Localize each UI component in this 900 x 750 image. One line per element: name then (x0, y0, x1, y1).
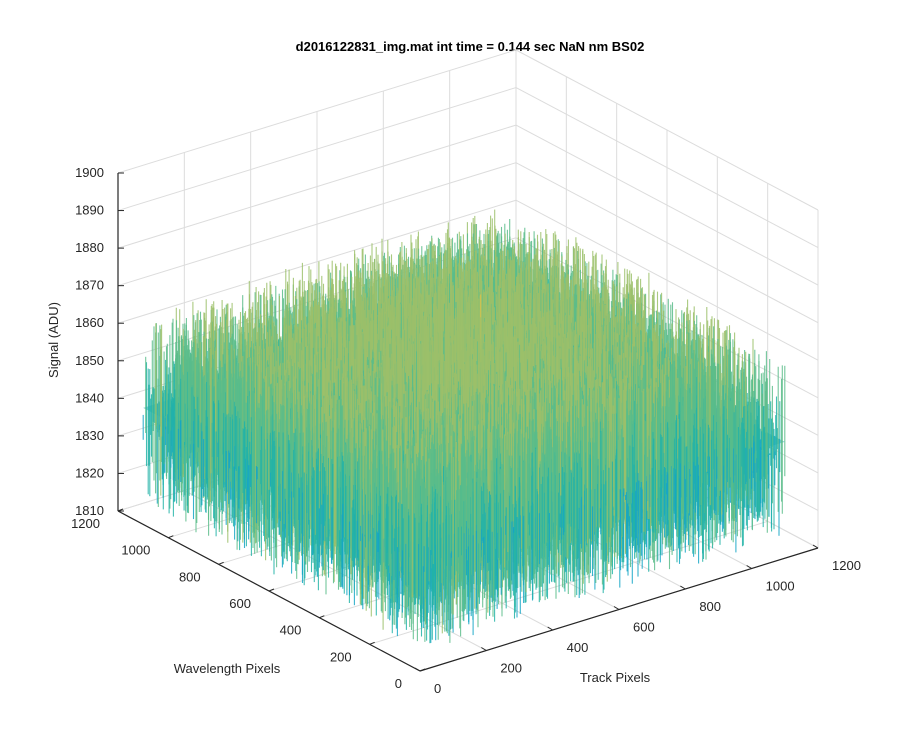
grid-line (117, 124, 517, 249)
grid-line (515, 162, 819, 324)
grid-line (515, 124, 819, 286)
signal-surface (142, 209, 786, 644)
grid-line (117, 199, 517, 324)
grid-line (117, 87, 517, 212)
grid-line (117, 49, 517, 174)
grid-line (515, 49, 819, 211)
grid-line (515, 87, 819, 248)
grid-line (117, 162, 517, 287)
grid-line (515, 199, 819, 361)
chart-title: d2016122831_img.mat int time = 0.144 sec… (296, 39, 645, 54)
